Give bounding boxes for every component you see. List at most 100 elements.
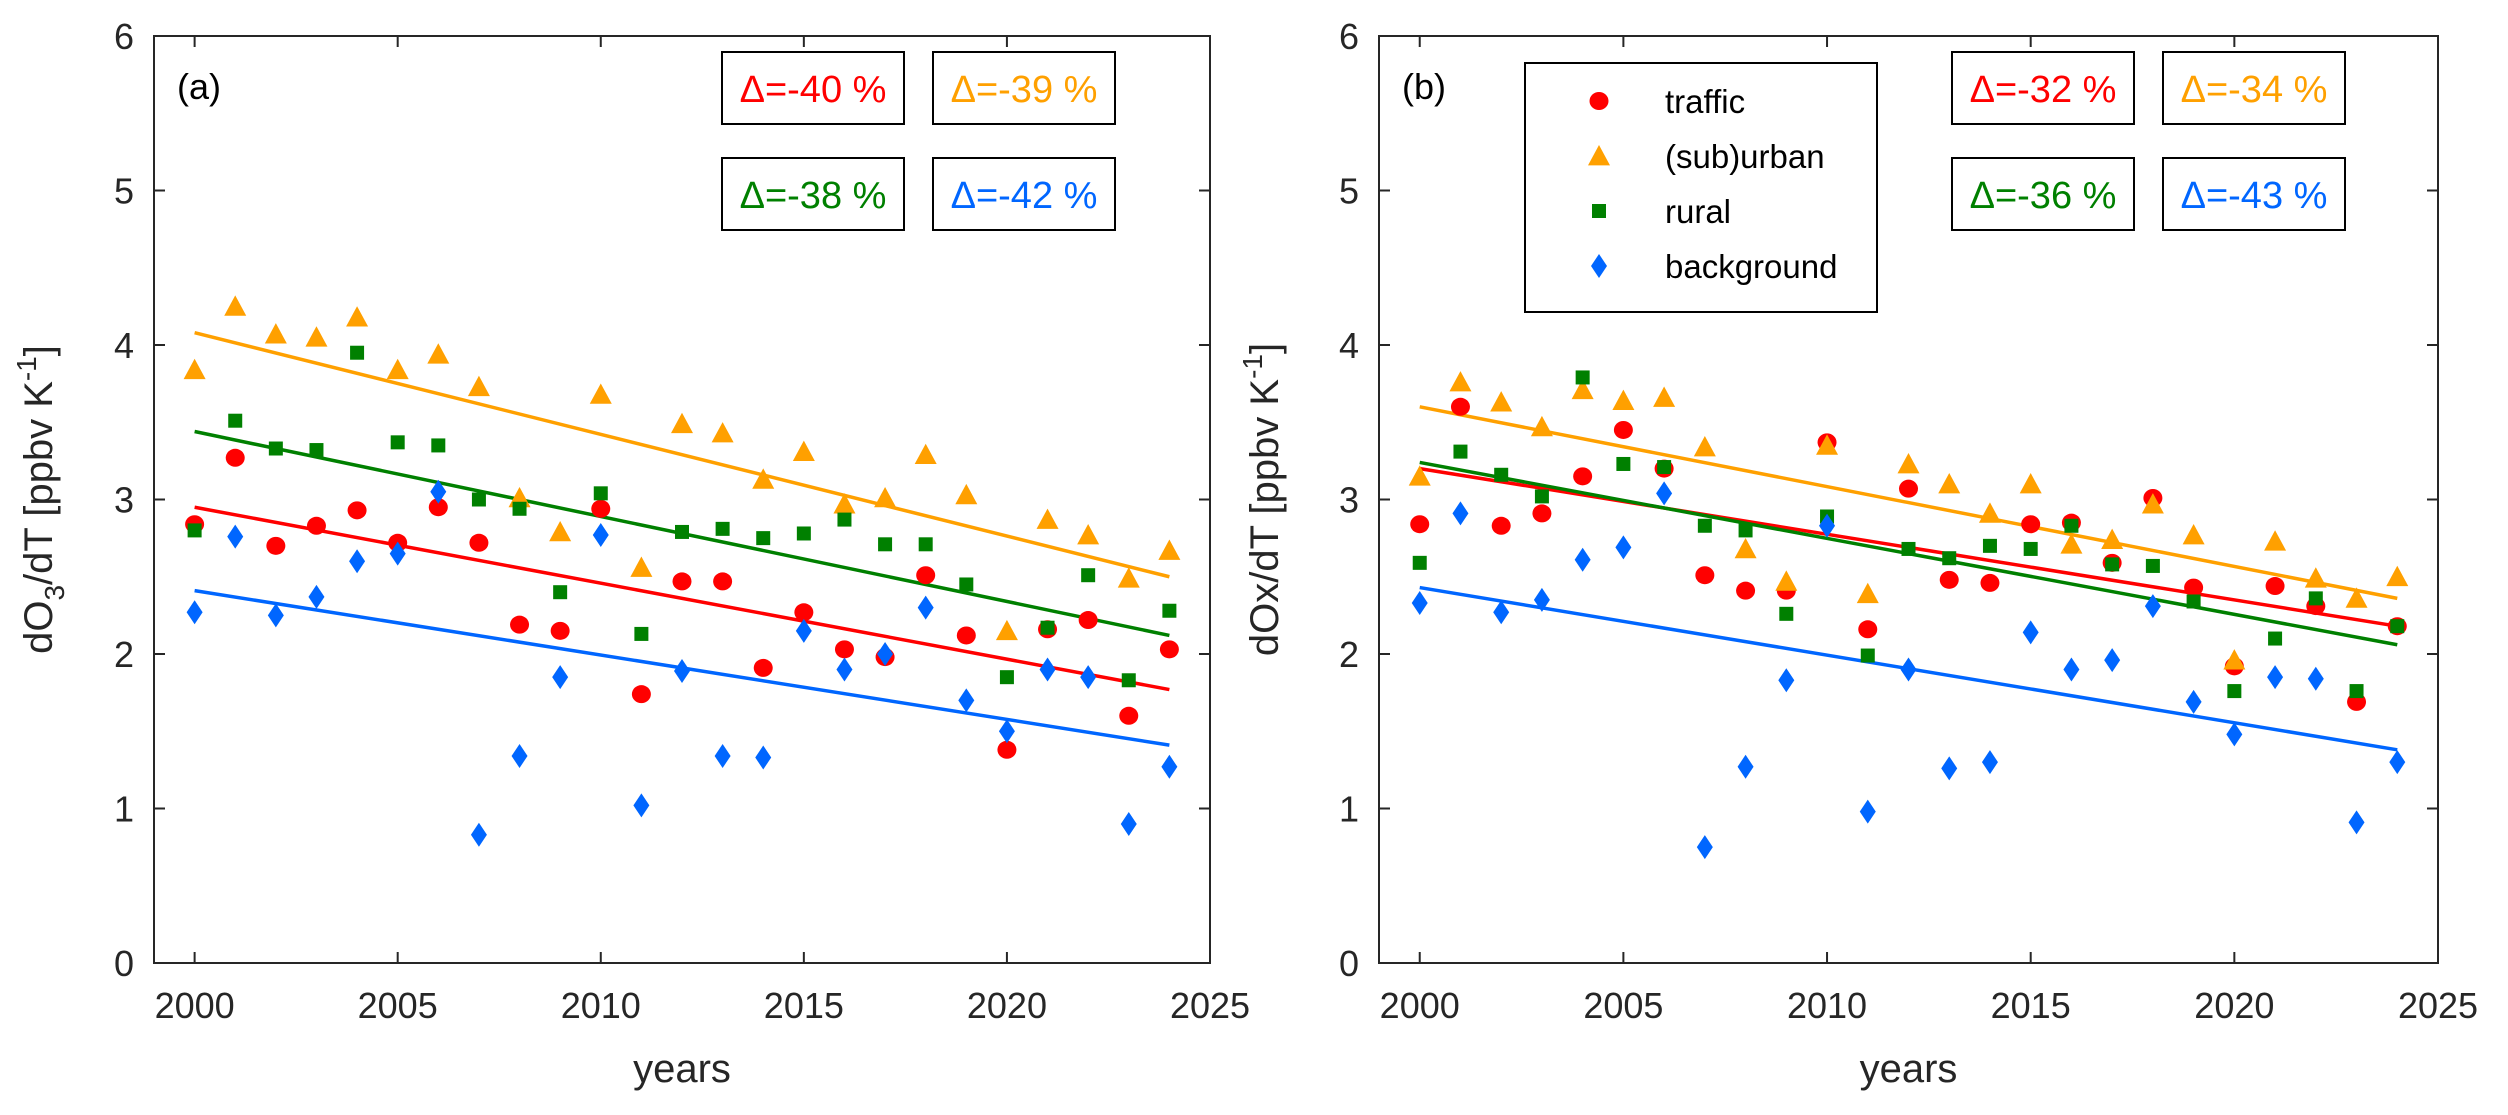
data-point (1493, 600, 1510, 625)
data-point (224, 295, 247, 316)
data-point (350, 345, 365, 360)
data-point (2348, 810, 2365, 835)
data-point (227, 524, 244, 549)
x-tick-label: 2005 (1583, 985, 1663, 1026)
series-background (1411, 481, 2406, 860)
data-point (2182, 524, 2205, 545)
x-tick-label: 2010 (1787, 985, 1867, 1026)
data-point (1734, 537, 1757, 559)
data-point (2104, 648, 2121, 673)
x-axis-label: years (633, 1047, 731, 1091)
data-point (794, 603, 814, 622)
data-point (186, 600, 203, 625)
data-point (2022, 620, 2039, 645)
series-suburban (183, 295, 1181, 641)
delta-box (721, 51, 905, 125)
data-point (914, 443, 937, 465)
data-point (2345, 587, 2368, 608)
data-point (1121, 673, 1136, 688)
data-point (671, 412, 693, 434)
data-point (305, 326, 328, 347)
y-label-main: /dT [ppbv K (1243, 379, 1287, 583)
data-point (1533, 587, 1550, 612)
data-point (999, 670, 1014, 685)
data-point (1573, 467, 1593, 486)
x-tick-label: 2015 (764, 985, 844, 1026)
data-point (1656, 481, 1673, 506)
y-label-main: /dT [ppbv K (17, 381, 61, 585)
data-point (998, 719, 1015, 744)
data-point (959, 577, 974, 592)
x-tick-label: 2020 (967, 985, 1047, 1026)
data-point (1040, 620, 1055, 635)
data-point (997, 740, 1017, 759)
data-point (878, 537, 893, 552)
data-point (955, 483, 978, 505)
data-point (1697, 518, 1712, 533)
data-point (1616, 456, 1631, 471)
data-point (1077, 524, 1100, 545)
data-point (267, 603, 284, 628)
data-point (2144, 594, 2161, 619)
data-point (2265, 577, 2285, 596)
data-point (1036, 508, 1059, 529)
data-point (916, 566, 936, 585)
data-point (675, 524, 689, 539)
data-point (833, 493, 856, 514)
data-point (2386, 565, 2409, 587)
y-tick-label: 3 (114, 480, 134, 521)
data-point (1816, 434, 1839, 455)
y-tick-label: 2 (114, 634, 134, 675)
delta-label: Δ=-40 % (740, 69, 887, 111)
series-traffic (185, 448, 1179, 759)
data-point (1695, 566, 1715, 585)
x-tick-label: 2020 (2194, 985, 2274, 1026)
data-point (511, 743, 528, 768)
data-point (550, 621, 570, 640)
data-point (2185, 689, 2202, 714)
y-tick-label: 0 (1339, 943, 1359, 984)
data-point (836, 657, 853, 682)
data-point (2105, 557, 2120, 572)
y-tick-label: 3 (1339, 480, 1359, 521)
data-point (1981, 750, 1998, 775)
data-point (431, 438, 446, 453)
y-axis-label: dO3/dT [ppbv K-1] (11, 345, 70, 654)
y-tick-label: 5 (1339, 171, 1359, 212)
data-point (1613, 420, 1633, 439)
data-point (1897, 452, 1920, 474)
y-tick-label: 0 (114, 943, 134, 984)
data-point (1574, 547, 1591, 572)
data-point (469, 533, 489, 552)
data-point (1571, 378, 1594, 400)
data-point (1696, 835, 1713, 860)
data-point (2308, 591, 2323, 606)
data-point (553, 585, 568, 600)
panel-label: (b) (1402, 66, 1446, 107)
data-point (630, 556, 653, 577)
data-point (1530, 415, 1553, 437)
data-point (1575, 370, 1590, 385)
data-point (1080, 665, 1097, 690)
data-point (1120, 811, 1137, 836)
data-point (834, 640, 854, 659)
data-point (346, 306, 369, 327)
data-point (308, 584, 325, 609)
legend: traffic (sub)urban rural background (1524, 62, 1878, 313)
data-point (2268, 631, 2283, 646)
data-point (1119, 706, 1139, 725)
data-point (1494, 467, 1509, 482)
data-point (792, 440, 815, 461)
data-point (756, 531, 771, 546)
delta-label: Δ=-36 % (1970, 175, 2117, 217)
trend-line-suburban (1419, 405, 2398, 601)
data-point (1408, 465, 1431, 486)
delta-label: Δ=-32 % (1970, 69, 2117, 111)
data-point (187, 523, 202, 538)
data-point (389, 541, 406, 566)
data-point (428, 498, 448, 517)
data-point (1693, 435, 1716, 457)
data-point (2264, 530, 2287, 551)
data-point (918, 537, 933, 552)
